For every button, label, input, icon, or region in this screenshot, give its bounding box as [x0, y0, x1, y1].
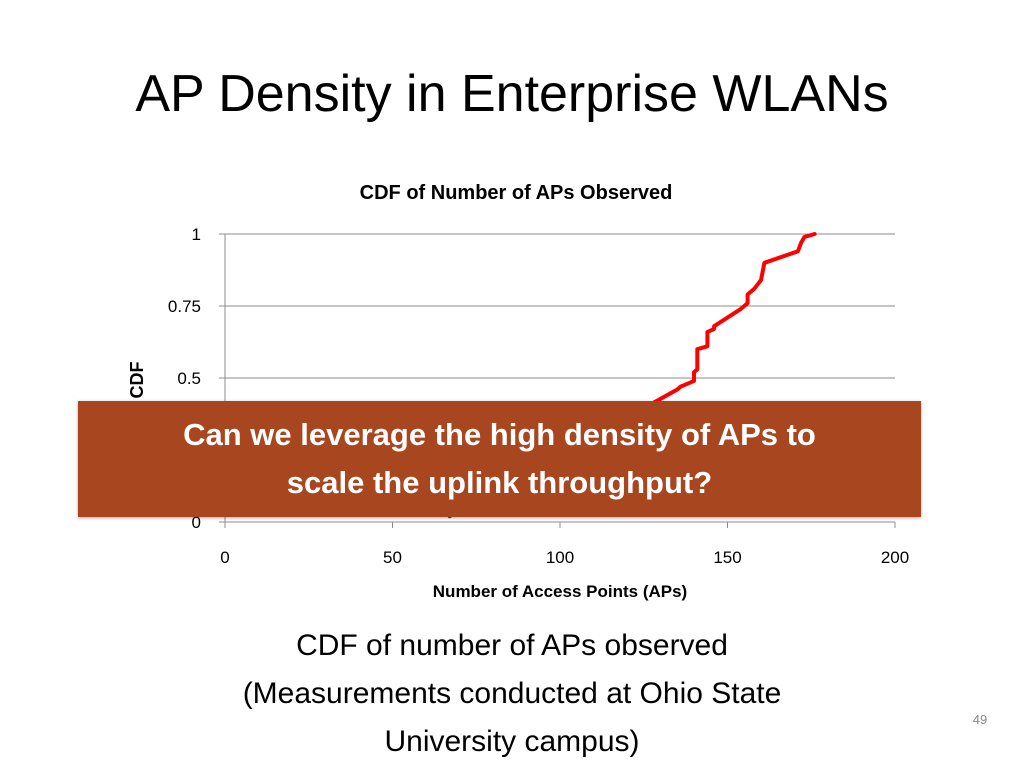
callout-line-1: Can we leverage the high density of APs … — [183, 417, 816, 452]
question-callout: Can we leverage the high density of APs … — [78, 401, 921, 517]
y-tick-label: 0.5 — [177, 369, 201, 388]
callout-line-2: scale the uplink throughput? — [286, 465, 713, 500]
caption-line-1: CDF of number of APs observed — [296, 629, 728, 662]
figure-caption: CDF of number of APs observed (Measureme… — [0, 622, 1024, 766]
x-tick-marks — [224, 522, 896, 528]
x-tick-label: 0 — [220, 548, 229, 567]
y-tick-label: 0 — [192, 513, 201, 532]
x-axis-label: Number of Access Points (APs) — [433, 582, 687, 601]
y-tick-label: 1 — [192, 225, 201, 244]
caption-line-2: (Measurements conducted at Ohio State — [242, 677, 782, 710]
chart-title: CDF of Number of APs Observed — [360, 182, 673, 204]
x-tick-label: 100 — [546, 548, 574, 567]
cdf-series-line-0 — [447, 232, 817, 519]
series-layer — [447, 232, 817, 519]
x-tick-label: 150 — [713, 548, 741, 567]
y-tick-label: 0.75 — [168, 297, 201, 316]
y-axis-label: CDF — [127, 362, 147, 399]
slide-title: AP Density in Enterprise WLANs — [135, 65, 889, 123]
x-tick-labels: 0 50 100 150 200 — [220, 548, 909, 567]
caption-line-3: University campus) — [384, 725, 640, 758]
x-tick-label: 200 — [881, 548, 909, 567]
x-tick-label: 50 — [383, 548, 402, 567]
page-number: 49 — [972, 712, 988, 727]
